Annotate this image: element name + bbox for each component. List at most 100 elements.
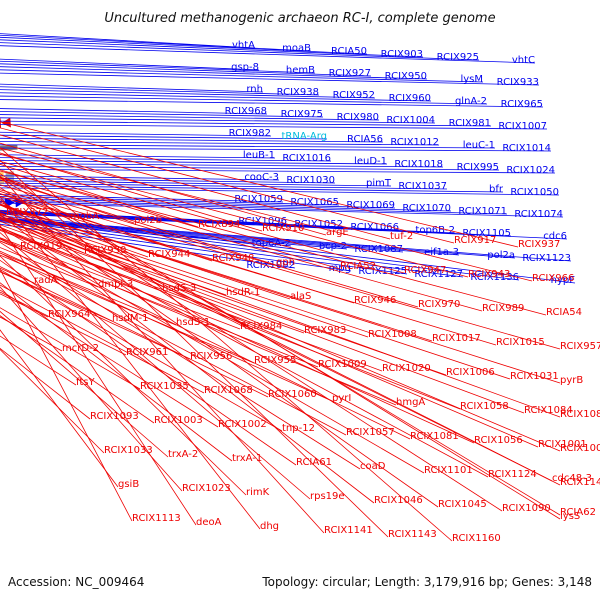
label-leader-line xyxy=(0,223,296,269)
label-leader-line xyxy=(0,255,247,496)
label-leader-line xyxy=(0,215,520,281)
gene-label: mobA xyxy=(70,211,99,222)
label-leader-line xyxy=(0,134,328,140)
reverse-gene-arrow xyxy=(0,118,2,129)
label-leader-line xyxy=(0,211,400,231)
gene-label: RCIX1000 xyxy=(560,443,600,454)
gene-label: RCIX1069 xyxy=(346,200,395,211)
label-leader-line xyxy=(0,237,241,330)
gene-label: RCIX1124 xyxy=(488,469,537,480)
gene-label: RCIX947 xyxy=(404,265,446,276)
gene-label: RCIX948 xyxy=(212,253,254,264)
label-leader-line xyxy=(0,195,261,530)
label-leader-line xyxy=(0,211,456,234)
label-leader-line xyxy=(0,221,352,272)
gene-label: rps19e xyxy=(310,491,345,502)
gene-label: tuf-2 xyxy=(390,231,413,242)
gene-label: coaD xyxy=(360,461,386,472)
label-leader-line xyxy=(0,214,489,478)
label-leader-line xyxy=(0,144,496,149)
gene-label: RCIX1002 xyxy=(218,419,267,430)
label-leader-line xyxy=(0,131,272,137)
label-leader-line xyxy=(0,173,561,520)
gene-label: RCIX1020 xyxy=(382,363,431,374)
label-leader-line xyxy=(0,175,280,181)
label-leader-line xyxy=(0,289,219,428)
gene-label: trxA-2 xyxy=(168,449,198,460)
gene-label: RCIA62 xyxy=(560,507,596,518)
label-leader-line xyxy=(0,163,444,168)
label-leader-line xyxy=(0,134,391,240)
label-leader-line xyxy=(0,237,397,406)
label-leader-line xyxy=(0,286,183,492)
gene-label: RCIX1136 xyxy=(470,272,519,283)
gene-label: RCIX1090 xyxy=(502,503,551,514)
label-leader-line xyxy=(0,197,396,209)
gene-label: RCIX1087 xyxy=(354,244,403,255)
gene-label: RCIA54 xyxy=(546,307,582,318)
gene-label: RCIX1160 xyxy=(452,533,501,544)
gene-label: bfr xyxy=(489,184,504,195)
gene-label: RCIX961 xyxy=(126,347,168,358)
gene-label: RCIX964 xyxy=(48,309,90,320)
gene-label: RCIX1030 xyxy=(286,175,335,186)
label-leader-line xyxy=(0,227,425,474)
gene-label: gsp-8 xyxy=(231,62,259,73)
gene-label: RCIX1033 xyxy=(104,445,153,456)
gene-label: radA xyxy=(34,275,58,286)
label-leader-line xyxy=(0,163,199,228)
label-leader-line xyxy=(0,226,475,444)
label-leader-line xyxy=(0,213,561,418)
label-leader-line xyxy=(0,190,213,262)
label-leader-line xyxy=(0,329,119,488)
label-leader-line xyxy=(0,92,432,102)
gene-label: hemB xyxy=(286,65,315,76)
gene-label: RCIX1004 xyxy=(386,115,435,126)
label-leader-line xyxy=(0,95,488,105)
gene-label: RCIX983 xyxy=(304,325,346,336)
gene-label: vhtA xyxy=(232,40,255,51)
label-leader-line xyxy=(0,33,256,49)
gene-label: dhg xyxy=(260,521,279,532)
gene-label: RCIX1031 xyxy=(510,371,559,382)
gene-label: RCIA56 xyxy=(347,134,383,145)
gene-label: RCIX1123 xyxy=(522,253,571,264)
label-leader-line xyxy=(0,89,376,99)
label-leader-line xyxy=(0,157,332,162)
gene-label: tnp-12 xyxy=(282,423,315,434)
label-leader-line xyxy=(0,215,227,296)
gene-label: RCIX1035 xyxy=(140,381,189,392)
gene-label: mpg xyxy=(329,263,351,274)
gene-label: RCIX1017 xyxy=(432,333,481,344)
gene-label: top6B-2 xyxy=(415,225,455,236)
label-leader-line xyxy=(0,291,127,356)
gene-label: RCIX1071 xyxy=(458,206,507,217)
gene-label: top6A-2 xyxy=(252,238,291,249)
label-leader-line xyxy=(0,252,347,436)
gene-label: pimT xyxy=(366,178,392,189)
gene-label: RCIX955 xyxy=(254,355,296,366)
gene-label: RCIA52 xyxy=(340,261,376,272)
gene-label: dmpl-3 xyxy=(98,279,133,290)
gene-label: tRNA-Arg xyxy=(282,131,327,142)
gene-label: RCIX1143 xyxy=(388,529,437,540)
gene-label: RCIX950 xyxy=(385,71,427,82)
label-leader-line xyxy=(0,66,428,80)
gene-label: RCIX1014 xyxy=(502,143,551,154)
gene-label: RCIX965 xyxy=(501,99,543,110)
gene-label: RCIX1096 xyxy=(238,216,287,227)
gene-label: RCIX1056 xyxy=(474,435,523,446)
gene-label: RCIX975 xyxy=(281,109,323,120)
gene-label: hsdR-1 xyxy=(226,287,260,298)
label-leader-line xyxy=(0,69,484,83)
label-leader-line xyxy=(0,99,544,108)
gene-label: RCIX957 xyxy=(560,341,600,352)
label-leader-line xyxy=(0,169,341,270)
label-leader-line xyxy=(0,187,503,512)
gene-label: trxA-1 xyxy=(232,453,262,464)
gene-label: leuB-1 xyxy=(243,150,275,161)
label-leader-line xyxy=(0,271,191,360)
gene-label: RCIX1113 xyxy=(132,513,181,524)
gene-label: RCIX1012 xyxy=(390,137,439,148)
